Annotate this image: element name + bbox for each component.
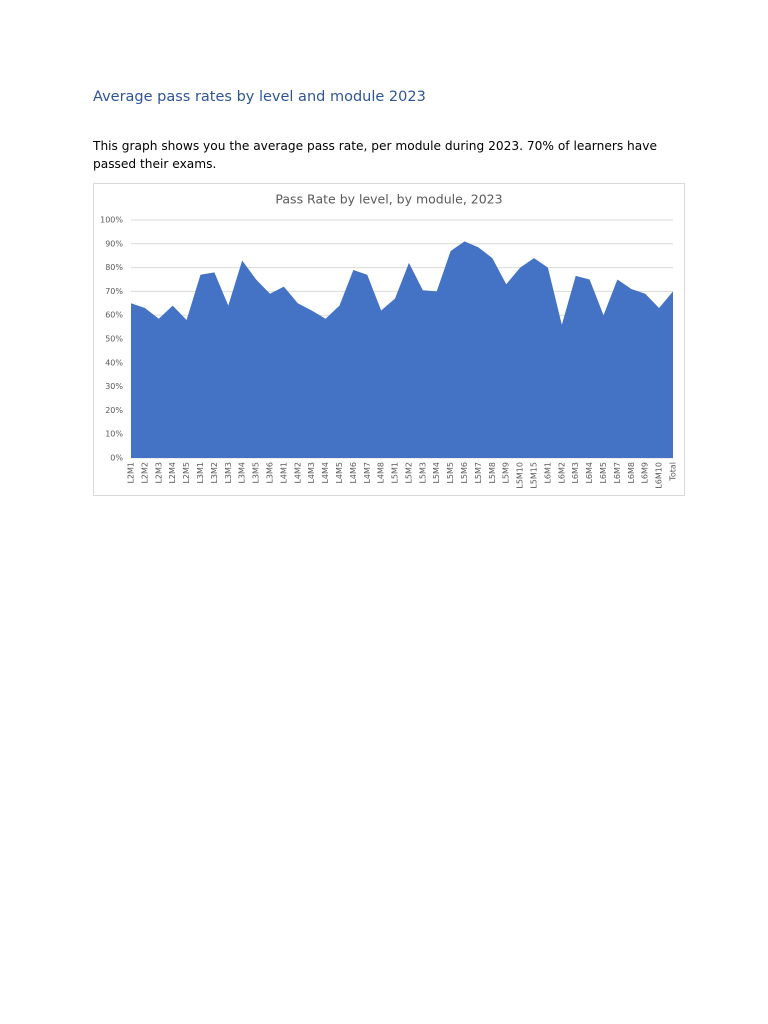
x-tick-label: L4M4: [321, 462, 330, 484]
x-tick-label: L5M7: [474, 462, 483, 484]
x-tick-label: L5M5: [446, 462, 455, 484]
heading: Average pass rates by level and module 2…: [93, 89, 426, 105]
x-tick-label: L5M1: [391, 462, 400, 484]
x-tick-label: L3M4: [238, 462, 247, 484]
x-tick-label: L6M4: [585, 462, 594, 484]
y-tick-label: 30%: [105, 382, 123, 391]
x-tick-label: L3M6: [265, 462, 274, 484]
paragraph: This graph shows you the average pass ra…: [93, 139, 657, 171]
x-tick-label: L3M1: [196, 462, 205, 484]
x-tick-label: L5M9: [502, 462, 511, 484]
x-tick-label: L4M3: [307, 462, 316, 484]
x-tick-label: L5M3: [418, 462, 427, 484]
x-tick-label: L6M2: [557, 462, 566, 484]
x-tick-label: Total: [669, 462, 678, 482]
x-tick-label: L6M3: [571, 462, 580, 484]
y-tick-label: 50%: [105, 335, 123, 344]
x-tick-label: L5M10: [516, 462, 525, 489]
y-tick-label: 60%: [105, 311, 123, 320]
x-tick-label: L6M10: [655, 462, 664, 489]
x-tick-label: L3M3: [224, 462, 233, 484]
x-tick-label: L4M5: [335, 462, 344, 484]
y-tick-label: 100%: [100, 216, 123, 225]
x-tick-label: L2M5: [182, 462, 191, 484]
x-tick-label: L2M4: [168, 462, 177, 484]
y-tick-label: 0%: [110, 454, 123, 463]
x-tick-label: L5M4: [432, 462, 441, 484]
x-tick-label: L6M1: [543, 462, 552, 484]
x-tick-label: L3M2: [210, 462, 219, 484]
x-tick-label: L5M8: [488, 462, 497, 484]
x-tick-label: L4M7: [363, 462, 372, 484]
x-tick-label: L4M1: [279, 462, 288, 484]
y-tick-label: 20%: [105, 406, 123, 415]
x-tick-label: L6M9: [641, 462, 650, 484]
x-tick-label: L4M8: [377, 462, 386, 484]
x-tick-label: L4M6: [349, 462, 358, 484]
x-tick-label: L6M5: [599, 462, 608, 484]
x-tick-label: L2M2: [140, 462, 149, 484]
area: [131, 241, 673, 458]
x-tick-label: L4M2: [293, 462, 302, 484]
y-tick-label: 90%: [105, 239, 123, 248]
y-tick-label: 40%: [105, 358, 123, 367]
x-tick-label: L6M8: [627, 462, 636, 484]
chart-title: Pass Rate by level, by module, 2023: [275, 192, 502, 207]
chart: Pass Rate by level, by module, 2023 0% 10…: [93, 183, 685, 496]
y-tick-label: 10%: [105, 430, 123, 439]
x-tick-label: L6M7: [613, 462, 622, 484]
y-tick-label: 80%: [105, 263, 123, 272]
x-tick-label: L5M2: [404, 462, 413, 484]
x-tick-label: L3M5: [252, 462, 261, 484]
y-tick-label: 70%: [105, 287, 123, 296]
x-tick-label: L2M3: [154, 462, 163, 484]
x-tick-label: L2M1: [127, 462, 136, 484]
x-tick-label: L5M6: [460, 462, 469, 484]
x-tick-label: L5M15: [530, 462, 539, 489]
